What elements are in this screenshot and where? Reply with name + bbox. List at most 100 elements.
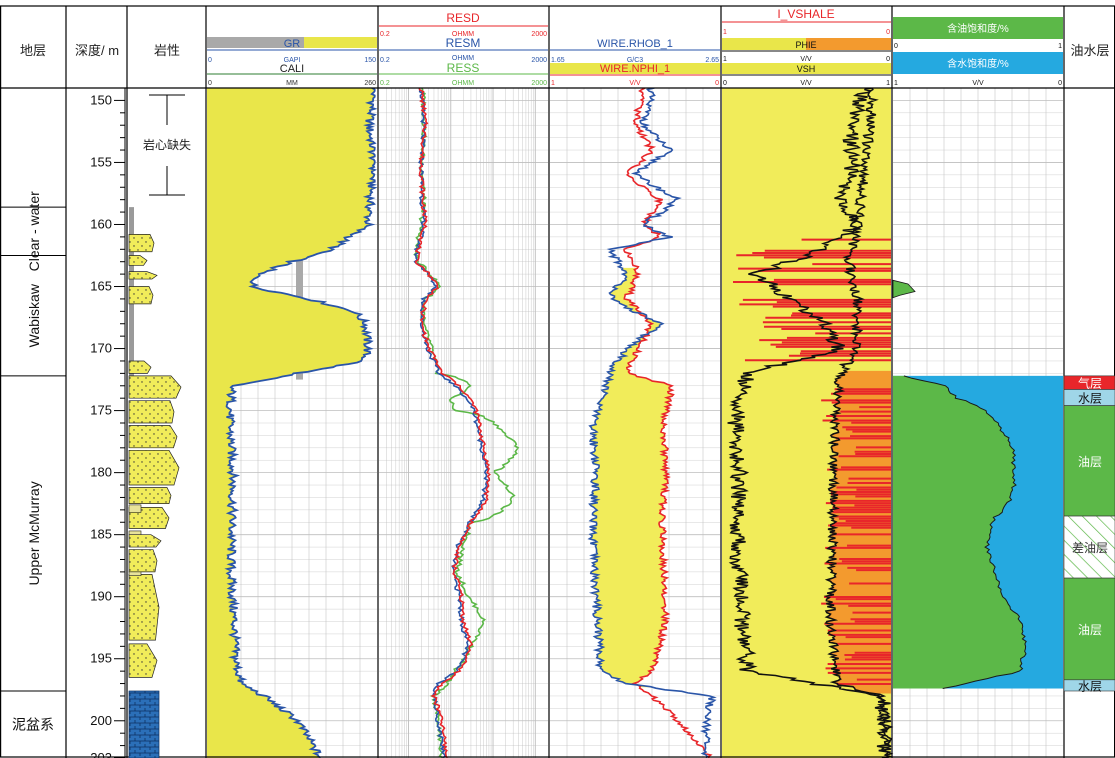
fluid-zone — [1063, 679, 1115, 692]
depth-tick-label: 203 — [90, 750, 112, 758]
resd-min: 0.2 — [380, 31, 390, 38]
density-neutron-header: WIRE.RHOB_1 1.65 G/C3 2.65 WIRE.NPHI_1 1… — [550, 38, 720, 87]
fluid-zone-label: 油层 — [1078, 455, 1102, 469]
sw-title: 含水饱和度/% — [947, 57, 1009, 70]
depth-tick-label: 185 — [90, 527, 112, 542]
resd-title: RESD — [446, 11, 480, 25]
fluid-zone-label: 差油层 — [1072, 541, 1108, 555]
ress-title: RESS — [447, 61, 480, 75]
gr-cali-header: GR 0 GAPI 150 CALI 0 MM 260 — [207, 37, 377, 87]
sand-bed — [128, 643, 158, 678]
header-fluid: 油水层 — [1070, 43, 1109, 58]
gr-fill — [207, 88, 375, 758]
laminated-bed — [128, 504, 142, 513]
nphi-max: 0 — [715, 80, 719, 87]
header-depth: 深度/ m — [75, 43, 119, 58]
vsh-min: 0 — [723, 80, 727, 87]
wabiskaw-oil-blip — [892, 279, 916, 299]
depth-tick-label: 195 — [90, 651, 112, 666]
curve-ress — [413, 88, 520, 758]
oil-saturation-curve — [903, 375, 1027, 689]
depth-tick-label: 160 — [90, 216, 112, 231]
sand-bed — [128, 549, 158, 573]
sw-min: 1 — [894, 80, 898, 87]
fluid-zone — [1063, 515, 1115, 579]
so-title: 含油饱和度/% — [947, 22, 1009, 35]
sw-unit: V/V — [972, 80, 984, 87]
cali-unit: MM — [286, 80, 298, 87]
sand-bed — [128, 574, 160, 641]
phie-unit: V/V — [800, 56, 812, 63]
vshale-max: 0 — [886, 29, 890, 36]
gr-unit: GAPI — [284, 57, 301, 64]
depth-tick-label: 165 — [90, 279, 112, 294]
sw-max: 0 — [1058, 80, 1062, 87]
resm-min: 0.2 — [380, 57, 390, 64]
vsh-max: 1 — [886, 80, 890, 87]
rhob-min: 1.65 — [551, 57, 565, 64]
depth-tick-label: 200 — [90, 713, 112, 728]
curve-resd — [414, 88, 491, 758]
depth-tick-label: 175 — [90, 403, 112, 418]
core-missing-label: 岩心缺失 — [143, 137, 191, 152]
ress-min: 0.2 — [380, 80, 390, 87]
ress-max: 2000 — [531, 80, 547, 87]
fluid-zone — [1063, 577, 1115, 681]
sand-bed — [128, 360, 152, 374]
devonian-mudstone — [128, 690, 160, 758]
laminated-bed — [128, 530, 142, 535]
curve-vsh — [727, 88, 894, 758]
curve-rhob — [587, 88, 717, 758]
fluid-zone-label: 油层 — [1078, 623, 1102, 637]
curve-nphi — [623, 88, 713, 758]
formation-column: Clear - water Wabiskaw Upper McMurray 泥盆系 — [0, 191, 66, 733]
density-neutron-fill — [589, 267, 674, 688]
laminated-bed — [128, 571, 142, 576]
resm-max: 2000 — [531, 57, 547, 64]
gr-min: 0 — [208, 57, 212, 64]
gr-curve — [224, 88, 378, 758]
phie-min: 1 — [723, 56, 727, 63]
sand-bed — [128, 255, 148, 266]
ress-unit: OHMM — [452, 80, 474, 87]
nphi-title: WIRE.NPHI_1 — [600, 63, 670, 75]
vshale-title: I_VSHALE — [777, 7, 834, 21]
porosity-header: I_VSHALE 1 0 PHIE 1 V/V 0 VSH 0 V/V 1 — [722, 7, 891, 87]
formation-label: Upper McMurray — [26, 481, 42, 585]
sand-bed — [128, 400, 175, 424]
curves — [207, 88, 1063, 758]
sand-bed — [128, 375, 182, 399]
depth-tick-label: 155 — [90, 154, 112, 169]
so-min: 0 — [894, 43, 898, 50]
sand-bed — [128, 507, 170, 529]
resm-unit: OHMM — [452, 55, 474, 62]
vshale-min: 1 — [723, 29, 727, 36]
so-max: 1 — [1058, 43, 1062, 50]
fluid-zone-label: 水层 — [1078, 679, 1102, 693]
header-lithology: 岩性 — [154, 43, 180, 58]
fluid-zone-label: 水层 — [1078, 392, 1102, 406]
gr-max: 150 — [364, 57, 376, 64]
formation-label: 泥盆系 — [12, 717, 54, 733]
sand-bed — [128, 425, 178, 449]
curve-resm — [413, 88, 490, 758]
nphi-unit: V/V — [629, 80, 641, 87]
sand-bed — [128, 271, 158, 280]
rhob-unit: G/C3 — [627, 57, 643, 64]
gr-title: GR — [284, 38, 301, 50]
lithology-column: 岩心缺失 — [128, 94, 191, 758]
phie-max: 0 — [886, 56, 890, 63]
cali-max: 260 — [364, 80, 376, 87]
vsh-title: VSH — [797, 64, 816, 74]
fluid-zone — [1063, 405, 1115, 517]
depth-tick-label: 180 — [90, 465, 112, 480]
rhob-max: 2.65 — [705, 57, 719, 64]
frame — [0, 5, 1115, 758]
fluid-zone-label: 气层 — [1078, 376, 1102, 391]
rhob-title: WIRE.RHOB_1 — [597, 38, 673, 50]
formation-label: Wabiskaw — [26, 283, 42, 347]
phie-title: PHIE — [795, 40, 816, 50]
header-formation: 地层 — [20, 43, 46, 58]
